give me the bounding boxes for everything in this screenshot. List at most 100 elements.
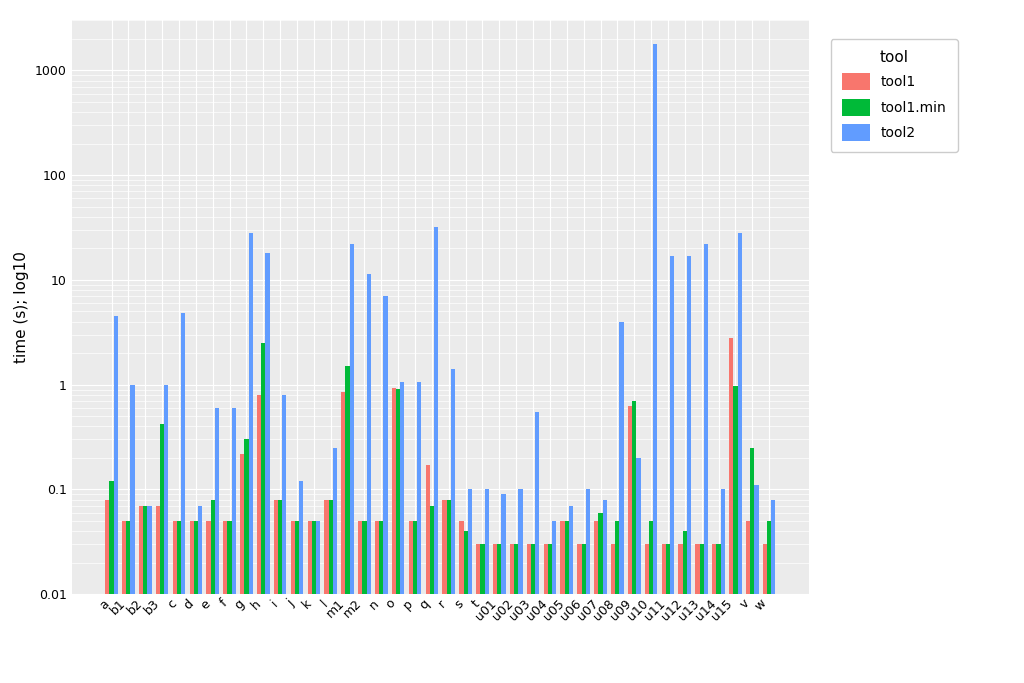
Legend: tool1, tool1.min, tool2: tool1, tool1.min, tool2 [830, 39, 957, 152]
Bar [211, 499, 215, 683]
Bar [745, 521, 751, 683]
Bar [283, 395, 287, 683]
Bar [548, 544, 552, 683]
Bar [367, 274, 371, 683]
Bar [699, 544, 703, 683]
Bar [307, 521, 311, 683]
Bar [122, 521, 126, 683]
Bar [649, 521, 653, 683]
Bar [181, 313, 185, 683]
Bar [383, 296, 388, 683]
Bar [552, 521, 556, 683]
Bar [464, 531, 468, 683]
Bar [518, 490, 522, 683]
Bar [426, 465, 430, 683]
Bar [751, 448, 755, 683]
Bar [670, 256, 674, 683]
Bar [498, 544, 502, 683]
Bar [569, 505, 573, 683]
Bar [240, 454, 245, 683]
Bar [245, 439, 249, 683]
Bar [560, 521, 564, 683]
Bar [105, 499, 110, 683]
Bar [434, 227, 438, 683]
Bar [451, 370, 455, 683]
Bar [645, 544, 649, 683]
Bar [729, 338, 733, 683]
Bar [598, 513, 602, 683]
Bar [510, 544, 514, 683]
Bar [628, 406, 632, 683]
Bar [345, 366, 349, 683]
Bar [291, 521, 295, 683]
Bar [480, 544, 484, 683]
Bar [375, 521, 379, 683]
Bar [502, 494, 506, 683]
Bar [126, 521, 130, 683]
Bar [620, 322, 624, 683]
Bar [514, 544, 518, 683]
Bar [164, 385, 168, 683]
Bar [110, 481, 114, 683]
Bar [325, 499, 329, 683]
Bar [249, 233, 253, 683]
Bar [767, 521, 771, 683]
Bar [207, 521, 211, 683]
Bar [392, 388, 396, 683]
Bar [683, 531, 687, 683]
Bar [362, 521, 367, 683]
Bar [295, 521, 299, 683]
Bar [582, 544, 586, 683]
Bar [160, 424, 164, 683]
Bar [215, 408, 219, 683]
Bar [114, 316, 118, 683]
Bar [147, 505, 152, 683]
Bar [379, 521, 383, 683]
Bar [531, 544, 536, 683]
Bar [493, 544, 498, 683]
Bar [139, 505, 143, 683]
Bar [409, 521, 413, 683]
Bar [358, 521, 362, 683]
Bar [413, 521, 417, 683]
Bar [611, 544, 615, 683]
Bar [526, 544, 531, 683]
Bar [594, 521, 598, 683]
Bar [430, 505, 434, 683]
Bar [755, 485, 759, 683]
Bar [177, 521, 181, 683]
Bar [679, 544, 683, 683]
Bar [602, 499, 607, 683]
Bar [194, 521, 198, 683]
Bar [544, 544, 548, 683]
Bar [636, 458, 641, 683]
Bar [695, 544, 699, 683]
Bar [586, 490, 590, 683]
Bar [721, 490, 725, 683]
Bar [484, 490, 488, 683]
Bar [329, 499, 333, 683]
Bar [578, 544, 582, 683]
Bar [442, 499, 446, 683]
Bar [733, 386, 737, 683]
Bar [446, 499, 451, 683]
Bar [257, 395, 261, 683]
Bar [396, 389, 400, 683]
Bar [662, 544, 666, 683]
Bar [227, 521, 231, 683]
Bar [299, 481, 303, 683]
Bar [143, 505, 147, 683]
Bar [265, 253, 269, 683]
Bar [198, 505, 202, 683]
Bar [687, 256, 691, 683]
Bar [311, 521, 316, 683]
Bar [333, 448, 337, 683]
Bar [349, 244, 354, 683]
Bar [273, 499, 279, 683]
Bar [341, 392, 345, 683]
Bar [763, 544, 767, 683]
Bar [632, 401, 636, 683]
Bar [279, 499, 283, 683]
Bar [156, 505, 160, 683]
Bar [173, 521, 177, 683]
